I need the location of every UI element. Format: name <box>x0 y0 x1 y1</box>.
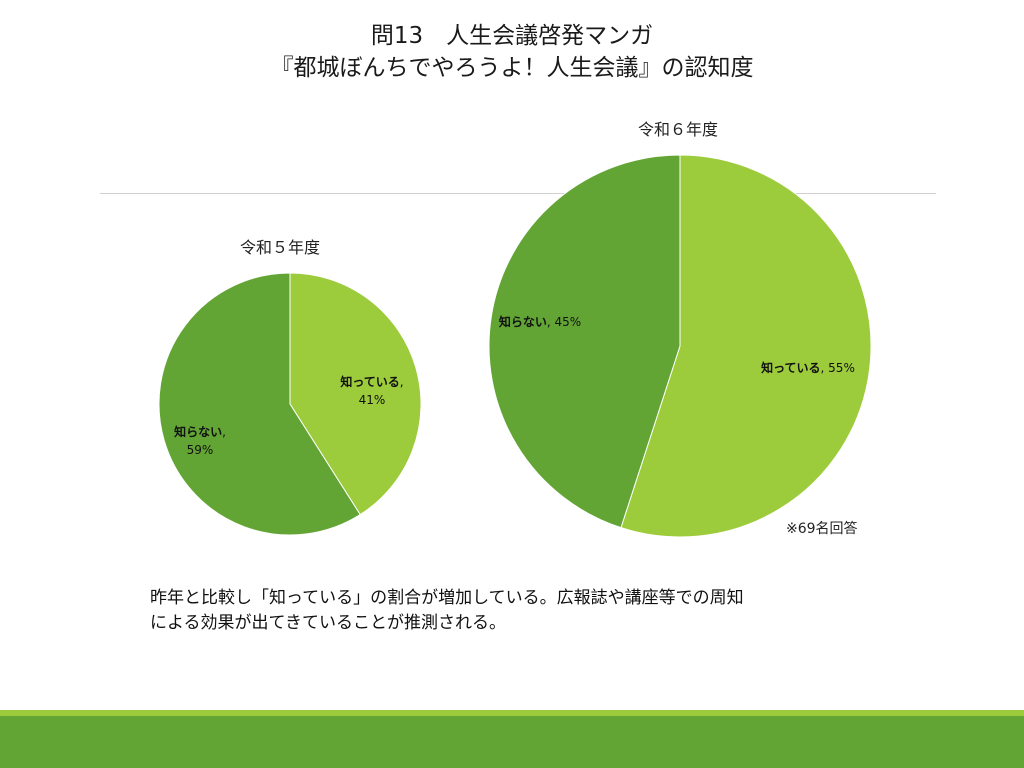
pie-r5-slice-0 <box>289 272 422 516</box>
footer-bar <box>0 716 1024 768</box>
pie-r5-label-0: 知っている, 41% <box>339 374 403 407</box>
pie-r5-label-1-value: 59% <box>187 443 214 457</box>
pie-r5-label-0-value: 41% <box>359 393 386 407</box>
pie-r6-label-1-name: 知らない <box>498 314 547 329</box>
pie-r6-slice-1 <box>488 154 681 529</box>
pie-r5-label-1: 知らない, 59% <box>173 424 226 457</box>
pie-r6-label-1-value: , 45% <box>547 315 581 329</box>
pie-r6-label-0-value: , 55% <box>821 361 855 375</box>
pie-r6-label-0-name: 知っている <box>760 360 820 375</box>
pie-r5-label-0-name: 知っている <box>339 374 399 389</box>
divider-line <box>100 193 936 194</box>
page-title-line1: 問13 人生会議啓発マンガ <box>370 23 654 49</box>
pie-r6-slice-0 <box>620 154 872 538</box>
page-title-line2: 『都城ぼんちでやろうよ！人生会議』の認知度 <box>270 55 754 81</box>
analysis-comment: 昨年と比較し「知っている」の割合が増加している。広報誌や講座等での周知 による効… <box>150 586 880 636</box>
page-title: 問13 人生会議啓発マンガ 『都城ぼんちでやろうよ！人生会議』の認知度 <box>0 20 1024 84</box>
pie-r5-title: 令和５年度 <box>239 238 320 257</box>
pie-r5-slice-1 <box>158 272 361 536</box>
analysis-comment-line2: による効果が出てきていることが推測される。 <box>150 613 506 633</box>
respondent-note: ※69名回答 <box>786 521 858 537</box>
analysis-comment-line1: 昨年と比較し「知っている」の割合が増加している。広報誌や講座等での周知 <box>150 588 744 608</box>
pie-r6-title: 令和６年度 <box>637 120 718 139</box>
pie-r6-label-0: 知っている, 55% <box>760 360 855 375</box>
pie-r6-label-1: 知らない, 45% <box>498 314 581 329</box>
pie-r5-label-1-name: 知らない <box>173 424 222 439</box>
footer-accent-line <box>0 710 1024 716</box>
